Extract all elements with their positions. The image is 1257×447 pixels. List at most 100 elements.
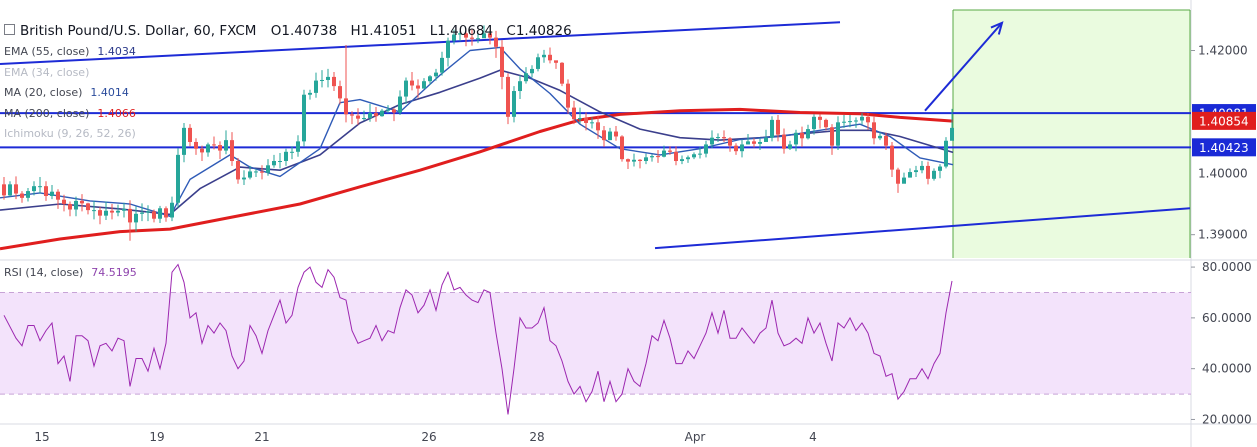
candle[interactable] [374,106,378,122]
candle[interactable] [80,194,84,212]
candle[interactable] [728,137,732,152]
candle[interactable] [740,139,744,158]
candle[interactable] [746,134,750,145]
candle[interactable] [440,51,444,76]
candle[interactable] [902,172,906,184]
candle[interactable] [242,170,246,185]
candle[interactable] [56,189,60,209]
candle[interactable] [134,206,138,232]
candle[interactable] [200,145,204,162]
candle[interactable] [50,184,54,200]
candle[interactable] [104,201,108,220]
candle[interactable] [734,143,738,155]
candle[interactable] [560,62,564,87]
candle[interactable] [500,40,504,90]
candle[interactable] [776,114,780,142]
candle[interactable] [110,203,114,220]
candle[interactable] [800,126,804,147]
price-pane[interactable] [0,21,1191,251]
candle[interactable] [824,118,828,131]
candle[interactable] [896,167,900,193]
candle[interactable] [830,124,834,155]
candle[interactable] [686,155,690,163]
candle[interactable] [758,138,762,150]
candle[interactable] [554,60,558,69]
candle[interactable] [194,138,198,155]
trendline[interactable] [654,207,1191,250]
candle[interactable] [680,155,684,165]
candle[interactable] [596,115,600,139]
candle[interactable] [470,29,474,46]
candle[interactable] [176,148,180,208]
candle[interactable] [188,124,192,147]
candle[interactable] [434,68,438,81]
candle[interactable] [230,132,234,166]
candle[interactable] [548,47,552,64]
candle[interactable] [344,44,348,123]
candle[interactable] [524,67,528,84]
price-badge[interactable] [1192,111,1256,130]
candle[interactable] [674,146,678,166]
candle[interactable] [764,129,768,142]
candle[interactable] [458,30,462,42]
candle[interactable] [542,49,546,63]
candle[interactable] [182,122,186,163]
candle[interactable] [860,113,864,125]
candle[interactable] [944,137,948,169]
candle[interactable] [620,135,624,162]
candle[interactable] [350,111,354,125]
trendline[interactable] [0,21,841,66]
candle[interactable] [248,165,252,180]
candle[interactable] [338,80,342,105]
rsi-pane[interactable] [0,263,1191,415]
indicator-legend-row[interactable]: MA (200, close) 1.4066 [4,104,136,125]
candle[interactable] [62,194,66,212]
projection-arrow[interactable] [924,22,1003,112]
candle[interactable] [218,141,222,160]
candle[interactable] [722,130,726,142]
candle[interactable] [506,73,510,125]
collapse-icon[interactable] [4,24,15,35]
candle[interactable] [626,158,630,169]
candle[interactable] [794,129,798,152]
candle[interactable] [842,114,846,128]
candle[interactable] [530,65,534,78]
candle[interactable] [404,77,408,104]
candle[interactable] [260,165,264,180]
candle[interactable] [362,110,366,121]
candle[interactable] [278,153,282,169]
candle[interactable] [2,176,6,200]
candle[interactable] [284,148,288,166]
candle[interactable] [152,209,156,223]
candle[interactable] [452,29,456,45]
candle[interactable] [266,159,270,176]
candle[interactable] [692,152,696,160]
candle[interactable] [308,89,312,100]
candle[interactable] [890,141,894,177]
candle[interactable] [146,205,150,222]
candle[interactable] [38,176,42,194]
candle[interactable] [428,75,432,85]
candle[interactable] [398,90,402,115]
candle[interactable] [584,112,588,131]
candle[interactable] [86,202,90,215]
candle[interactable] [416,79,420,98]
candle[interactable] [464,29,468,47]
candle[interactable] [254,168,258,177]
candle[interactable] [512,86,516,123]
candle[interactable] [92,200,96,220]
indicator-legend-row[interactable]: Ichimoku (9, 26, 52, 26) [4,124,136,145]
candle[interactable] [884,132,888,150]
candle[interactable] [422,78,426,89]
candle[interactable] [386,105,390,114]
candle[interactable] [572,100,576,125]
candle[interactable] [602,126,606,147]
price-badge[interactable] [1192,138,1256,157]
candle[interactable] [32,181,36,196]
candle[interactable] [116,204,120,217]
candle[interactable] [698,146,702,159]
candle[interactable] [26,188,30,202]
candle[interactable] [878,132,882,141]
candle[interactable] [8,181,12,197]
